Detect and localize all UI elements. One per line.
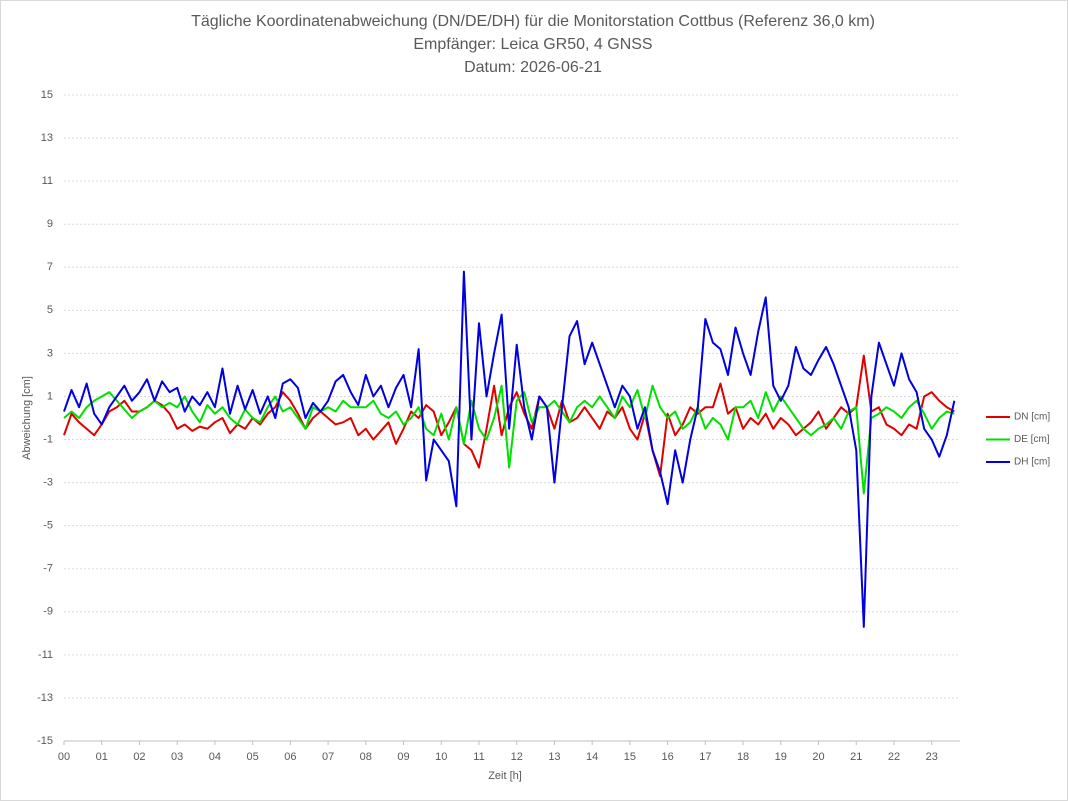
y-tick-label: 1 xyxy=(47,390,53,402)
x-axis-label: Zeit [h] xyxy=(488,770,522,782)
x-tick-label: 19 xyxy=(775,751,787,763)
x-tick-label: 18 xyxy=(737,751,749,763)
series-line xyxy=(63,384,955,495)
x-tick-label: 15 xyxy=(624,751,636,763)
y-tick-label: -11 xyxy=(38,649,53,661)
x-tick-label: 09 xyxy=(397,751,409,763)
x-tick-label: 12 xyxy=(511,751,523,763)
x-tick-label: 11 xyxy=(473,751,484,763)
x-tick-label: 22 xyxy=(888,751,900,763)
y-tick-label: -5 xyxy=(43,520,53,532)
y-tick-label: -13 xyxy=(37,692,53,704)
x-tick-label: 06 xyxy=(284,751,296,763)
x-tick-label: 17 xyxy=(699,751,711,763)
y-tick-label: 7 xyxy=(47,261,53,273)
x-tick-label: 05 xyxy=(247,751,259,763)
chart-title: Tägliche Koordinatenabweichung (DN/DE/DH… xyxy=(191,13,875,30)
x-tick-label: 16 xyxy=(661,751,673,763)
y-tick-label: -3 xyxy=(43,477,53,489)
x-tick-label: 14 xyxy=(586,751,598,763)
legend-label: DN [cm] xyxy=(1014,412,1050,423)
x-tick-label: 23 xyxy=(926,751,938,763)
y-tick-label: 9 xyxy=(47,218,53,230)
legend-label: DH [cm] xyxy=(1014,457,1050,468)
y-tick-label: -1 xyxy=(43,433,53,445)
x-tick-label: 02 xyxy=(133,751,145,763)
x-tick-label: 01 xyxy=(96,751,108,763)
series-line xyxy=(63,270,956,628)
x-tick-label: 13 xyxy=(548,751,560,763)
series-line xyxy=(63,354,955,478)
x-tick-label: 03 xyxy=(171,751,183,763)
x-tick-label: 20 xyxy=(812,751,824,763)
y-tick-label: -15 xyxy=(37,735,53,747)
y-axis-label: Abweichung [cm] xyxy=(21,376,33,460)
x-tick-label: 00 xyxy=(58,751,70,763)
chart-subtitle: Empfänger: Leica GR50, 4 GNSS xyxy=(413,36,652,53)
y-tick-label: -7 xyxy=(43,563,53,575)
x-tick-label: 08 xyxy=(360,751,372,763)
y-tick-label: -9 xyxy=(43,606,53,618)
chart-subtitle: Datum: 2026-06-21 xyxy=(464,59,602,76)
y-tick-label: 11 xyxy=(42,175,53,187)
y-tick-label: 15 xyxy=(41,89,53,101)
y-tick-label: 13 xyxy=(41,132,53,144)
x-tick-label: 21 xyxy=(850,751,862,763)
x-tick-label: 10 xyxy=(435,751,447,763)
legend-label: DE [cm] xyxy=(1014,434,1050,445)
x-tick-label: 04 xyxy=(209,751,221,763)
y-tick-label: 5 xyxy=(47,304,53,316)
x-tick-label: 07 xyxy=(322,751,334,763)
y-tick-label: 3 xyxy=(47,347,53,359)
